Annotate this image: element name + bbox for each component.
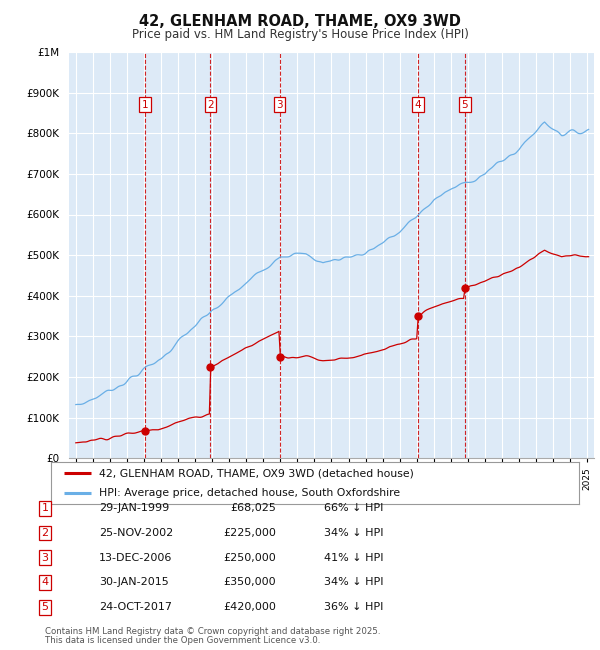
Text: 36% ↓ HPI: 36% ↓ HPI [324, 602, 383, 612]
Text: 3: 3 [276, 100, 283, 110]
Text: Price paid vs. HM Land Registry's House Price Index (HPI): Price paid vs. HM Land Registry's House … [131, 28, 469, 41]
Text: 24-OCT-2017: 24-OCT-2017 [99, 602, 172, 612]
Text: £420,000: £420,000 [223, 602, 276, 612]
Text: 2: 2 [41, 528, 49, 538]
Text: 42, GLENHAM ROAD, THAME, OX9 3WD: 42, GLENHAM ROAD, THAME, OX9 3WD [139, 14, 461, 29]
Text: 30-JAN-2015: 30-JAN-2015 [99, 577, 169, 588]
Text: 1: 1 [41, 503, 49, 514]
Text: 42, GLENHAM ROAD, THAME, OX9 3WD (detached house): 42, GLENHAM ROAD, THAME, OX9 3WD (detach… [98, 469, 413, 478]
Text: HPI: Average price, detached house, South Oxfordshire: HPI: Average price, detached house, Sout… [98, 488, 400, 498]
Text: 1: 1 [142, 100, 149, 110]
Text: This data is licensed under the Open Government Licence v3.0.: This data is licensed under the Open Gov… [45, 636, 320, 645]
Text: 4: 4 [415, 100, 421, 110]
Text: 34% ↓ HPI: 34% ↓ HPI [324, 528, 383, 538]
Text: 29-JAN-1999: 29-JAN-1999 [99, 503, 169, 514]
Text: £225,000: £225,000 [223, 528, 276, 538]
Text: 34% ↓ HPI: 34% ↓ HPI [324, 577, 383, 588]
Text: £250,000: £250,000 [223, 552, 276, 563]
Text: Contains HM Land Registry data © Crown copyright and database right 2025.: Contains HM Land Registry data © Crown c… [45, 627, 380, 636]
Text: 66% ↓ HPI: 66% ↓ HPI [324, 503, 383, 514]
Text: 5: 5 [41, 602, 49, 612]
Text: £350,000: £350,000 [223, 577, 276, 588]
Text: 2: 2 [207, 100, 214, 110]
Text: 4: 4 [41, 577, 49, 588]
Text: 5: 5 [461, 100, 468, 110]
Text: 41% ↓ HPI: 41% ↓ HPI [324, 552, 383, 563]
Text: £68,025: £68,025 [230, 503, 276, 514]
Text: 13-DEC-2006: 13-DEC-2006 [99, 552, 172, 563]
Text: 25-NOV-2002: 25-NOV-2002 [99, 528, 173, 538]
Text: 3: 3 [41, 552, 49, 563]
